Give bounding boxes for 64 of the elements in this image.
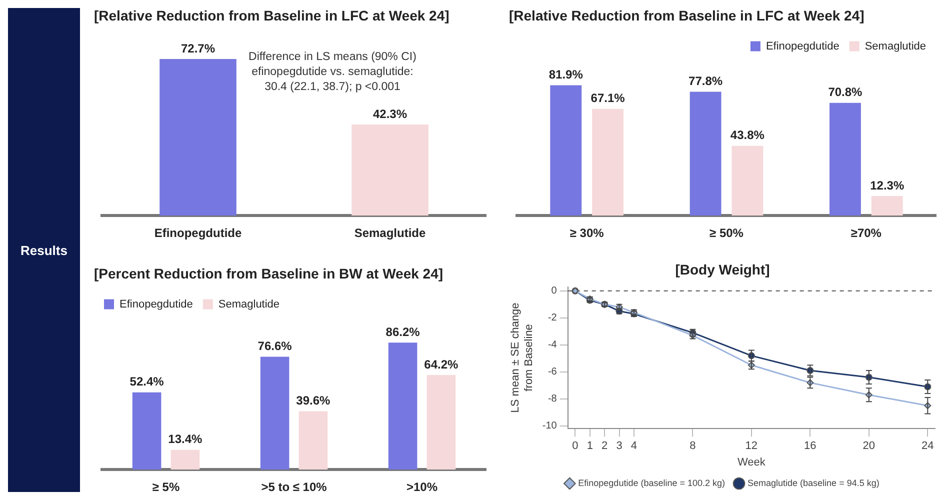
y-tick-label: -10 bbox=[542, 420, 558, 432]
data-label: 42.3% bbox=[372, 106, 408, 121]
annotation: Difference in LS means (90% CI) efinopegdutide vs. semaglutide: 30.4 (22.1, 38.7); p <0.001 bbox=[248, 50, 418, 95]
chart-title: [Percent Reduction from Baseline in BW at Week 24] bbox=[94, 265, 444, 282]
text: Results bbox=[20, 242, 68, 258]
x-tick-label: 1 bbox=[586, 440, 593, 452]
data-label: 77.8% bbox=[688, 74, 723, 88]
data-label: 67.1% bbox=[590, 91, 626, 106]
bar bbox=[592, 108, 624, 216]
x-tick-label: 20 bbox=[862, 440, 876, 452]
legend-label: Semaglutide (baseline = 94.5 kg) bbox=[748, 478, 880, 488]
bar bbox=[298, 411, 328, 470]
data-label: 72.7% bbox=[180, 41, 216, 56]
x-tick-label: 8 bbox=[690, 440, 696, 452]
x-tick-label: 3 bbox=[616, 440, 622, 452]
y-tick-label: -6 bbox=[548, 366, 558, 378]
y-tick-label: -2 bbox=[548, 312, 558, 324]
bar bbox=[732, 146, 764, 216]
x-tick-label: >5 to ≤ 10% bbox=[261, 480, 328, 494]
bar bbox=[132, 392, 162, 470]
bar bbox=[170, 450, 200, 470]
chart-title: [Relative Reduction from Baseline in LFC at Week 24] bbox=[94, 7, 450, 24]
data-label: 76.6% bbox=[258, 339, 292, 354]
data-label: 13.4% bbox=[168, 432, 203, 446]
x-tick-label: 2 bbox=[602, 440, 608, 452]
x-tick-label: 12 bbox=[745, 440, 758, 452]
chart-title: [Body Weight] bbox=[675, 261, 770, 278]
data-label: 43.8% bbox=[730, 128, 765, 142]
x-tick-label: 24 bbox=[922, 440, 934, 452]
x-tick-label: ≥ 30% bbox=[570, 226, 604, 240]
bar bbox=[871, 196, 903, 216]
x-axis-title: Week bbox=[737, 456, 766, 468]
x-tick-label: >10% bbox=[406, 480, 438, 494]
legend-label: Semaglutide bbox=[864, 40, 926, 52]
y-tick-label: -8 bbox=[548, 394, 558, 405]
y-axis-title: LS mean ± SE change from Baseline bbox=[510, 302, 535, 413]
data-label: 52.4% bbox=[130, 374, 164, 389]
bar bbox=[690, 92, 722, 216]
bar bbox=[550, 85, 582, 216]
data-label: 70.8% bbox=[828, 85, 863, 100]
legend-label: Efinopegdutide bbox=[766, 40, 840, 52]
chart-title: [Relative Reduction from Baseline in LFC at Week 24] bbox=[509, 7, 864, 24]
bar bbox=[388, 342, 418, 470]
x-tick-label: Efinopegdutide bbox=[154, 226, 242, 240]
y-tick-label: -4 bbox=[548, 340, 558, 351]
x-tick-label: ≥ 5% bbox=[152, 480, 180, 494]
x-tick-label: 0 bbox=[572, 440, 578, 452]
data-label: 64.2% bbox=[424, 357, 459, 372]
data-label: 81.9% bbox=[548, 68, 584, 82]
y-tick-label: 0 bbox=[551, 286, 558, 297]
bar bbox=[830, 102, 861, 216]
bar bbox=[426, 375, 456, 470]
legend-label: Semaglutide bbox=[218, 298, 280, 310]
x-tick-label: ≥70% bbox=[850, 226, 882, 240]
x-tick-label: 4 bbox=[630, 440, 637, 452]
x-tick-label: Semaglutide bbox=[354, 226, 426, 240]
data-label: 39.6% bbox=[296, 394, 331, 408]
data-label: 12.3% bbox=[870, 178, 904, 192]
data-label: 86.2% bbox=[386, 324, 420, 339]
x-tick-label: ≥ 50% bbox=[710, 226, 744, 240]
legend-label: Efinopegdutide (baseline = 100.2 kg) bbox=[578, 478, 726, 488]
bar bbox=[260, 356, 290, 470]
x-tick-label: 16 bbox=[804, 440, 816, 452]
legend-label: Efinopegdutide bbox=[120, 298, 193, 310]
